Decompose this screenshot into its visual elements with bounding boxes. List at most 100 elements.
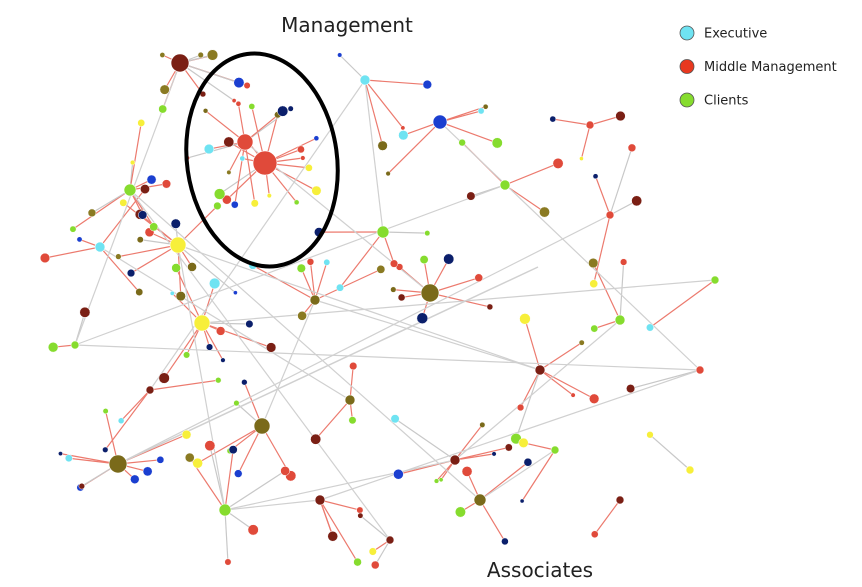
node [159,52,166,58]
node [479,421,486,428]
edge [237,425,263,474]
hub-node [309,294,321,306]
edge [594,176,611,216]
edge [439,121,701,371]
edge [319,369,701,501]
node [297,310,307,321]
node [192,457,203,469]
node [142,466,153,477]
hub-node [685,465,695,475]
node [578,339,585,346]
node [215,377,222,384]
legend-label: Clients [704,94,749,109]
node [126,268,136,278]
edge [319,499,361,511]
edge [589,115,621,126]
node [466,191,476,201]
edge [382,231,428,234]
node [161,179,172,189]
edge [504,162,559,186]
node [297,145,305,154]
hub-node [314,494,326,506]
edge [163,322,203,379]
node [140,184,150,194]
node [627,143,637,153]
edge [187,141,246,159]
node [293,199,300,206]
edge [224,449,234,511]
hub-node [253,417,271,435]
edge [209,445,226,511]
node [589,279,599,289]
node [223,136,235,148]
node [266,193,272,199]
hub-node [236,133,254,151]
edge [364,79,404,129]
node [438,477,444,483]
node [390,286,397,293]
edge [44,246,101,259]
hub-node [108,454,128,474]
edge [201,322,272,349]
node [615,110,626,122]
node [620,258,628,266]
node [626,384,636,394]
node [245,319,254,328]
edge [117,214,611,465]
hub-node [169,236,187,254]
top-label: Management [281,13,413,37]
node [349,362,358,371]
hub-node [70,340,80,350]
node [306,258,315,266]
node [300,155,306,161]
node [130,474,140,484]
node [310,433,322,445]
node [280,466,290,476]
edge [149,379,219,391]
node [213,188,226,200]
node [376,264,386,274]
edges [44,54,716,566]
edge [539,369,574,396]
node [266,342,277,353]
node [337,52,343,58]
node [203,143,215,155]
node [579,156,584,161]
edge [177,244,236,294]
node [458,138,466,147]
hub-node [585,120,595,130]
node [313,135,320,142]
node [171,263,181,273]
edge [129,122,142,191]
node [129,159,136,166]
edge [515,369,541,439]
edge [539,369,595,400]
node [516,403,525,412]
edge [175,267,203,324]
node [486,303,494,311]
edge [224,509,229,563]
edge [479,499,506,542]
node [398,130,409,141]
edge [300,268,316,301]
edge [454,424,483,461]
node [146,174,157,185]
node [519,313,531,325]
node [454,506,466,518]
node [102,408,109,415]
node [39,252,51,264]
node [590,324,599,333]
node [491,137,503,149]
hub-node [432,114,448,130]
edge [479,461,529,501]
hub-node [170,53,190,73]
node [422,79,432,90]
node [327,531,338,542]
node [296,263,306,273]
nodes [39,49,720,570]
node [353,557,362,567]
node [181,429,192,440]
node [239,155,246,162]
edge [364,79,384,233]
node [390,414,400,424]
